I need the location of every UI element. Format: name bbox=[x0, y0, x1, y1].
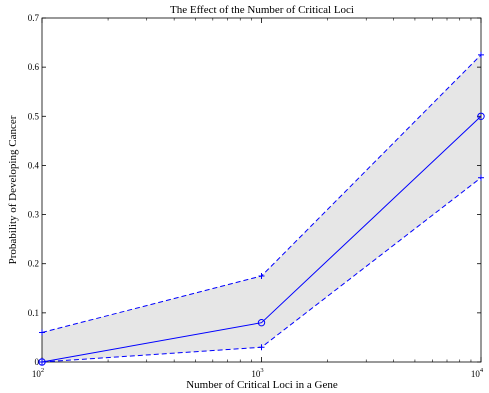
x-tick-label-exponent: 3 bbox=[260, 367, 263, 374]
y-axis-label: Probability of Developing Cancer bbox=[7, 115, 19, 264]
y-tick-label: 0.1 bbox=[28, 308, 39, 318]
data-point-upper bbox=[39, 329, 45, 336]
data-point-lower bbox=[478, 174, 484, 181]
x-tick-label-base: 10 bbox=[32, 369, 42, 379]
x-tick-label-exponent: 4 bbox=[480, 367, 484, 374]
x-tick-label-base: 10 bbox=[251, 369, 261, 379]
data-point-mean bbox=[477, 112, 485, 120]
y-tick-label: 0.6 bbox=[28, 62, 40, 72]
y-tick-label: 0 bbox=[35, 357, 40, 367]
data-point-upper bbox=[258, 273, 265, 279]
confidence-band bbox=[42, 54, 481, 362]
data-point-lower bbox=[258, 344, 265, 351]
data-point-upper bbox=[478, 51, 484, 58]
x-tick-label: 104 bbox=[471, 367, 484, 379]
x-axis-label: Number of Critical Loci in a Gene bbox=[186, 379, 338, 391]
data-point-mean bbox=[257, 318, 266, 327]
data-point-lower bbox=[39, 359, 45, 365]
y-tick-label: 0.5 bbox=[28, 111, 40, 121]
y-tick-label: 0.7 bbox=[28, 13, 40, 23]
x-tick-label: 103 bbox=[251, 367, 263, 379]
y-tick-label: 0.4 bbox=[28, 160, 40, 170]
x-tick-label-base: 10 bbox=[471, 369, 481, 379]
series-line-mean bbox=[41, 115, 482, 363]
x-tick-label: 102 bbox=[32, 367, 44, 379]
y-tick-label: 0.2 bbox=[28, 259, 39, 269]
x-tick-label-exponent: 2 bbox=[41, 367, 44, 374]
chart-title: The Effect of the Number of Critical Loc… bbox=[170, 4, 354, 16]
y-tick-label: 0.3 bbox=[28, 210, 40, 220]
